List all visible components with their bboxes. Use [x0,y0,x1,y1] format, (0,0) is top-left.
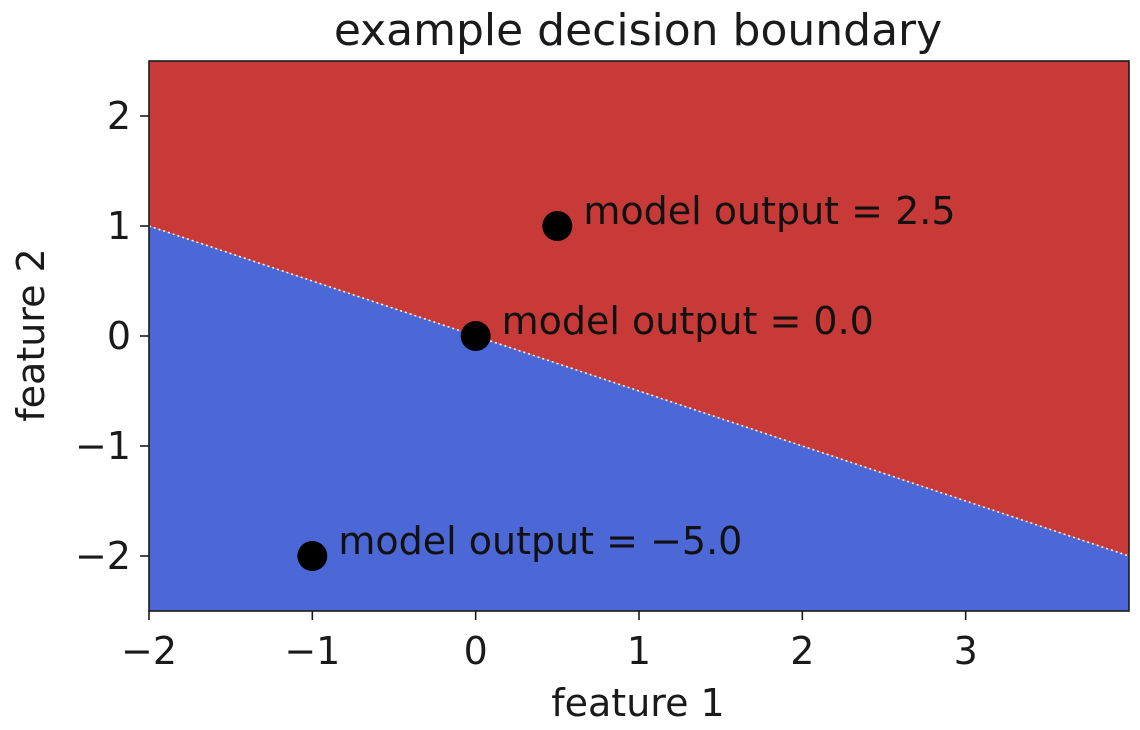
x-tick-label: 0 [464,629,488,673]
negative-region [149,226,1129,611]
y-tick-label: −1 [75,424,131,468]
y-tick-label: 2 [107,94,131,138]
x-tick-label: 3 [954,629,978,673]
data-point-label-1: model output = 2.5 [583,189,955,233]
y-tick-label: 0 [107,314,131,358]
positive-region [149,61,1129,556]
x-tick-label: 2 [790,629,814,673]
x-tick-label: −2 [121,629,177,673]
data-points: model output = 2.5 model output = 0.0 mode… [297,189,956,571]
x-axis-ticks: −2 −1 0 1 2 3 [121,611,978,673]
y-tick-label: 1 [107,204,131,248]
y-axis-label: feature 2 [9,248,53,421]
x-tick-label: −1 [284,629,340,673]
x-axis-label: feature 1 [551,681,724,725]
y-tick-label: −2 [75,534,131,578]
data-point-2 [460,321,491,351]
plot-area [148,61,1130,611]
data-point-1 [542,211,573,241]
data-point-label-3: model output = −5.0 [338,519,742,563]
decision-boundary-line [148,225,1130,557]
y-axis-ticks: 2 1 0 −1 −2 [75,94,149,578]
x-tick-label: 1 [627,629,651,673]
data-point-3 [297,541,328,571]
chart-title: example decision boundary [334,5,942,56]
data-point-label-2: model output = 0.0 [502,299,874,343]
